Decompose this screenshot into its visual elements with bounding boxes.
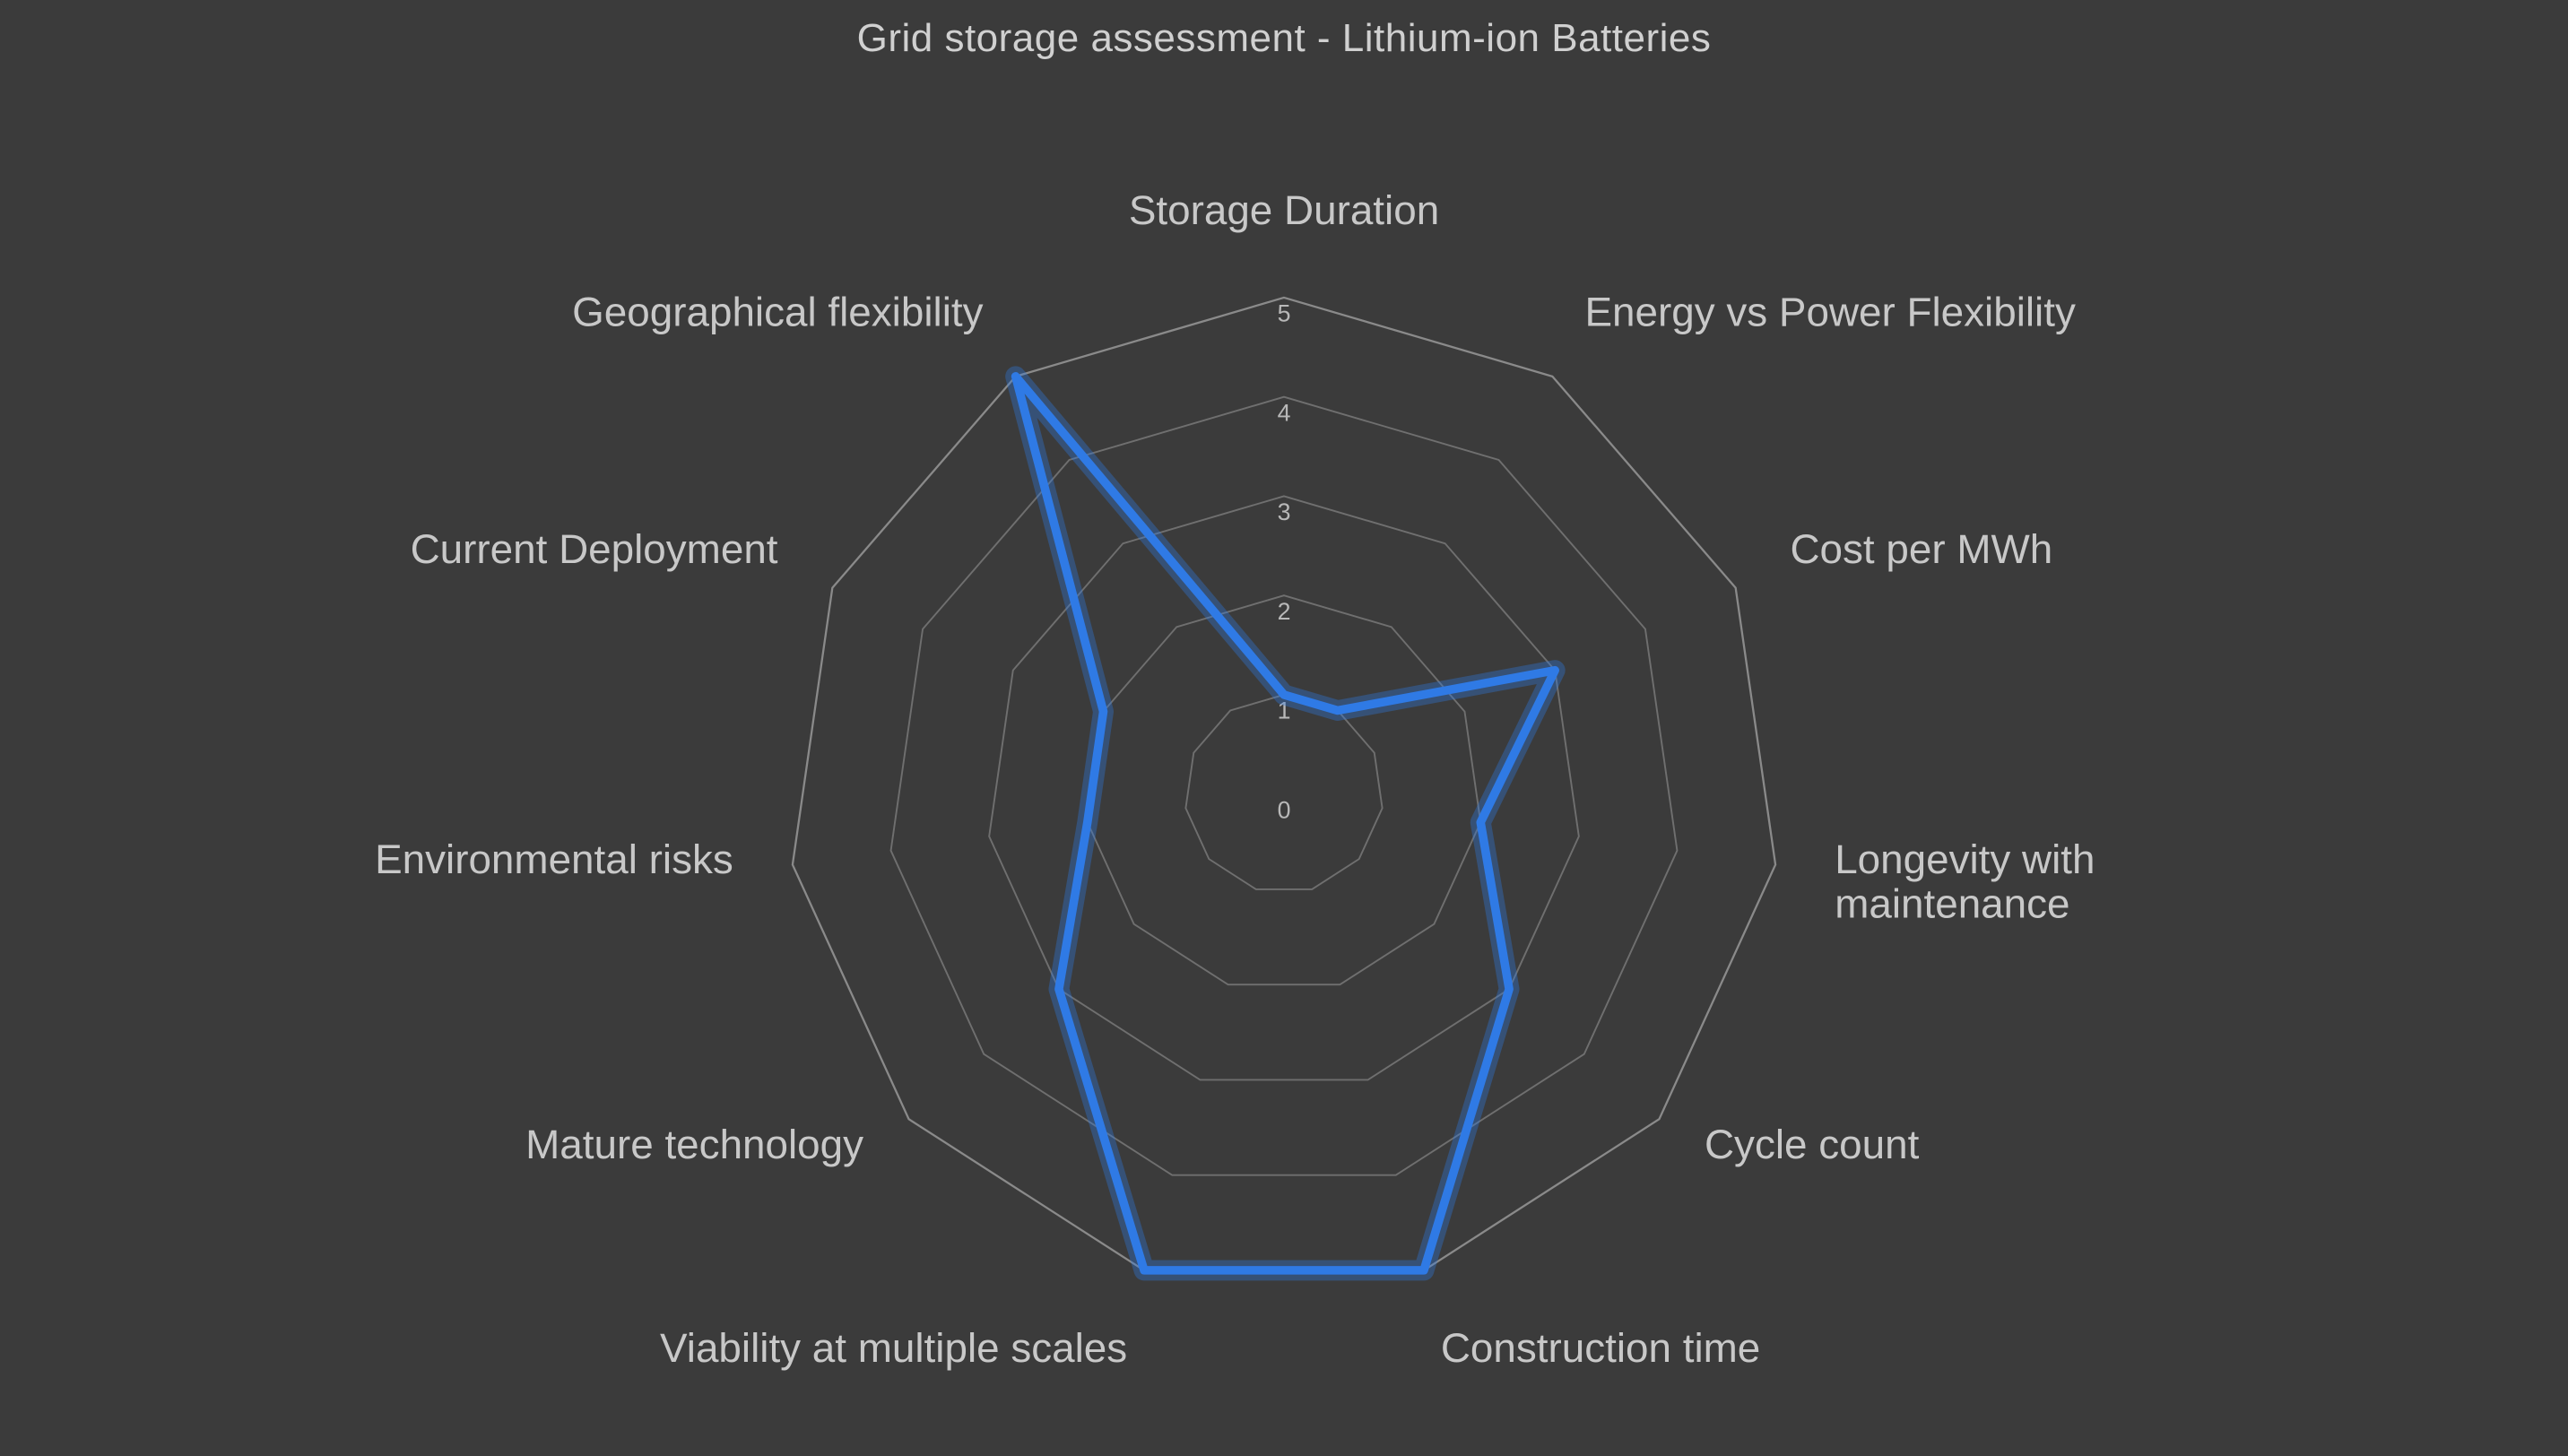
radar-ring: [1088, 595, 1480, 984]
radar-tick-label: 4: [1278, 399, 1291, 426]
radar-tick-label: 5: [1278, 300, 1291, 327]
radar-tick-label: 2: [1278, 598, 1291, 625]
radar-axis-label: Geographical flexibility: [572, 290, 983, 335]
radar-tick-label: 0: [1278, 796, 1291, 823]
radar-axis-label: Current Deployment: [411, 526, 778, 572]
radar-axis-label: Mature technology: [525, 1122, 863, 1167]
radar-axis-label: Viability at multiple scales: [660, 1325, 1127, 1371]
chart-title: Grid storage assessment - Lithium-ion Ba…: [0, 16, 2568, 61]
radar-axis-label: Energy vs Power Flexibility: [1584, 290, 2075, 335]
radar-tick-label: 3: [1278, 498, 1291, 525]
radar-axis-label: Cycle count: [1705, 1122, 1920, 1167]
radar-axis-label: Construction time: [1441, 1325, 1760, 1371]
chart-frame: Grid storage assessment - Lithium-ion Ba…: [0, 0, 2568, 1456]
radar-chart: 012345Storage DurationEnergy vs Power Fl…: [0, 81, 2568, 1456]
radar-axis-label: Cost per MWh: [1790, 526, 2052, 572]
radar-axis-label: Storage Duration: [1129, 187, 1439, 233]
radar-axis-label: Longevity withmaintenance: [1835, 836, 2095, 927]
radar-ring: [793, 298, 1775, 1270]
radar-axis-label: Environmental risks: [375, 836, 733, 882]
